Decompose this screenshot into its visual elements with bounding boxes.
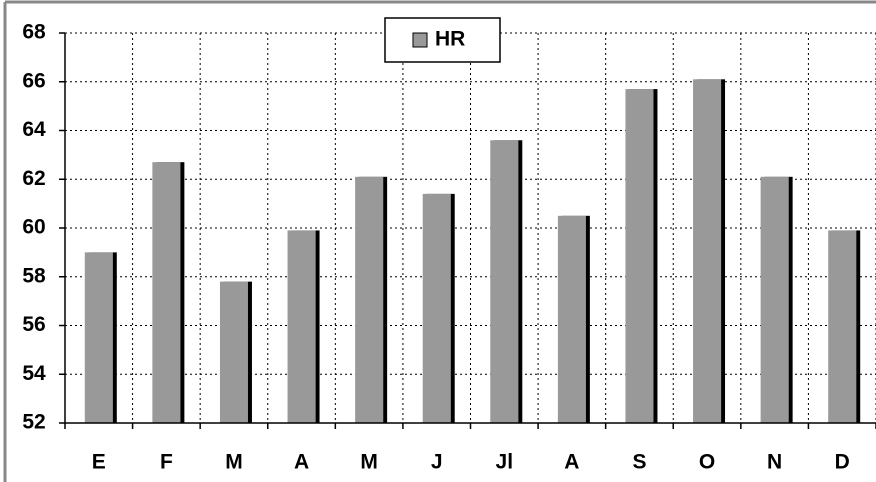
y-tick-label: 68 (22, 21, 46, 44)
bar (287, 230, 316, 423)
bar (760, 176, 789, 423)
y-tick-label: 56 (22, 313, 45, 336)
bar (355, 176, 384, 423)
x-tick-label: D (835, 451, 850, 474)
x-tick-label: M (225, 451, 243, 474)
bar (557, 215, 586, 423)
legend-label: HR (435, 28, 465, 51)
x-tick-label: F (160, 451, 173, 474)
y-tick-label: 62 (22, 167, 45, 190)
y-tick-label: 58 (22, 264, 46, 287)
y-tick-label: 54 (22, 362, 46, 385)
bar (84, 252, 113, 423)
bar (152, 162, 181, 423)
x-tick-label: N (767, 451, 782, 474)
x-tick-label: J (431, 451, 443, 474)
y-tick-label: 52 (22, 411, 45, 434)
bar (693, 79, 722, 423)
x-tick-label: E (92, 451, 106, 474)
legend-box (384, 17, 501, 63)
labels: 52 54 56 58 60 62 64 66 68 E F M A M J Jl A S O N D (22, 21, 849, 474)
bar (828, 230, 857, 423)
y-tick-label: 66 (22, 69, 45, 92)
x-tick-label: M (360, 451, 378, 474)
bar (625, 89, 654, 423)
x-tick-label: O (699, 451, 715, 474)
x-tick-label: Jl (496, 451, 514, 474)
grid (59, 32, 876, 429)
x-tick-label: A (294, 451, 309, 474)
y-tick-label: 64 (22, 118, 46, 141)
legend-swatch (412, 32, 428, 48)
x-tick-label: A (564, 451, 579, 474)
bar (422, 193, 451, 423)
x-tick-label: S (632, 451, 646, 474)
bar (490, 140, 519, 423)
bars (84, 79, 857, 423)
bar (219, 281, 248, 423)
legend: HR (384, 17, 501, 63)
y-tick-label: 60 (22, 216, 45, 239)
